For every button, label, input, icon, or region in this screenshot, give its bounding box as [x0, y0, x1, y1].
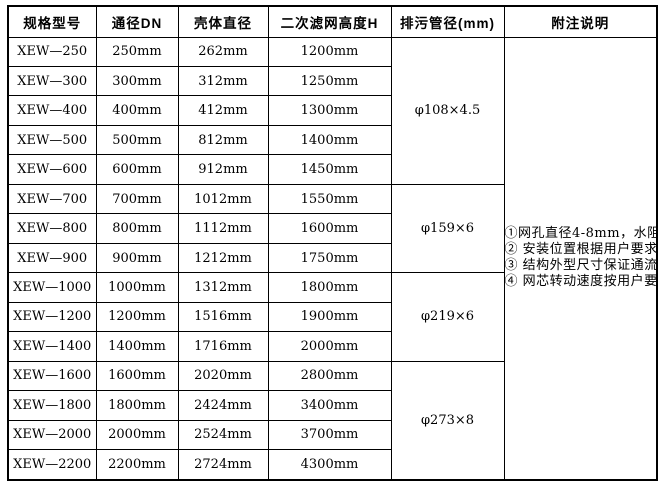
- shell-cell: 262mm: [177, 36, 269, 67]
- model-cell: XEW—900: [7, 242, 97, 274]
- dn-cell: 2200mm: [95, 449, 179, 481]
- dn-cell: 300mm: [95, 65, 179, 97]
- shell-cell: 312mm: [177, 65, 269, 97]
- dn-cell: 1800mm: [95, 390, 179, 421]
- model-cell: XEW—800: [7, 213, 97, 244]
- table-row: XEW—1800 1800mm 2424mm 3400mm: [7, 390, 657, 421]
- shell-cell: 2424mm: [177, 390, 269, 421]
- shell-cell: 912mm: [177, 154, 269, 185]
- dn-cell: 900mm: [95, 242, 179, 274]
- note-item: ② 安装位置根据用户要求。: [504, 242, 657, 258]
- header-height: 二次滤网高度H: [267, 5, 392, 38]
- shell-cell: 1312mm: [177, 272, 269, 303]
- shell-cell: 1012mm: [177, 183, 269, 215]
- model-cell: XEW—600: [7, 154, 97, 185]
- table-row: XEW—300 300mm 312mm 1250mm: [7, 65, 657, 97]
- drain-cell: φ273×8: [390, 360, 505, 481]
- dn-cell: 700mm: [95, 183, 179, 215]
- table-row: XEW—800 800mm 1112mm 1600mm: [7, 213, 657, 244]
- height-cell: 3700mm: [267, 419, 392, 451]
- drain-cell: φ159×6: [390, 183, 505, 274]
- header-shell: 壳体直径: [177, 5, 269, 38]
- dn-cell: 250mm: [95, 36, 179, 67]
- shell-cell: 2724mm: [177, 449, 269, 481]
- table-row: XEW—1600 1600mm 2020mm 2800mm φ273×8: [7, 360, 657, 481]
- height-cell: 2000mm: [267, 331, 392, 362]
- header-model: 规格型号: [7, 5, 97, 38]
- height-cell: 1400mm: [267, 124, 392, 156]
- table-row: XEW—700 700mm 1012mm 1550mm φ159×6: [7, 183, 657, 274]
- model-cell: XEW—2200: [7, 449, 97, 481]
- shell-cell: 1516mm: [177, 301, 269, 333]
- model-cell: XEW—1000: [7, 272, 97, 303]
- table-row: XEW—600 600mm 912mm 1450mm: [7, 154, 657, 185]
- height-cell: 1900mm: [267, 301, 392, 333]
- shell-cell: 1112mm: [177, 213, 269, 244]
- dn-cell: 400mm: [95, 95, 179, 126]
- drain-cell: φ108×4.5: [390, 36, 505, 185]
- table-row: XEW—900 900mm 1212mm 1750mm: [7, 242, 657, 274]
- dn-cell: 1200mm: [95, 301, 179, 333]
- model-cell: XEW—500: [7, 124, 97, 156]
- spec-table: 规格型号 通径DN 壳体直径 二次滤网高度H 排污管径(mm) 附注说明 XEW…: [7, 5, 658, 481]
- shell-cell: 1716mm: [177, 331, 269, 362]
- height-cell: 1550mm: [267, 183, 392, 215]
- shell-cell: 2020mm: [177, 360, 269, 392]
- notes-cell: ①网孔直径4-8mm，水阻≤400mmH20柱。 ② 安装位置根据用户要求。 ③…: [503, 36, 658, 481]
- model-cell: XEW—250: [7, 36, 97, 67]
- height-cell: 1750mm: [267, 242, 392, 274]
- height-cell: 1450mm: [267, 154, 392, 185]
- height-cell: 1300mm: [267, 95, 392, 126]
- height-cell: 1250mm: [267, 65, 392, 97]
- dn-cell: 800mm: [95, 213, 179, 244]
- dn-cell: 1400mm: [95, 331, 179, 362]
- table-row: XEW—500 500mm 812mm 1400mm: [7, 124, 657, 156]
- height-cell: 1800mm: [267, 272, 392, 303]
- model-cell: XEW—400: [7, 95, 97, 126]
- shell-cell: 412mm: [177, 95, 269, 126]
- header-row: 规格型号 通径DN 壳体直径 二次滤网高度H 排污管径(mm) 附注说明: [7, 5, 658, 38]
- height-cell: 1200mm: [267, 36, 392, 67]
- shell-cell: 812mm: [177, 124, 269, 156]
- shell-cell: 2524mm: [177, 419, 269, 451]
- header-dn: 通径DN: [95, 5, 179, 38]
- dn-cell: 1600mm: [95, 360, 179, 392]
- shell-cell: 1212mm: [177, 242, 269, 274]
- table-row: XEW—250 250mm 262mm 1200mm φ108×4.5 ①网孔直…: [7, 36, 658, 481]
- height-cell: 2800mm: [267, 360, 392, 392]
- model-cell: XEW—1600: [7, 360, 97, 392]
- height-cell: 4300mm: [267, 449, 392, 481]
- model-cell: XEW—1200: [7, 301, 97, 333]
- header-notes: 附注说明: [503, 5, 658, 38]
- drain-cell: φ219×6: [390, 272, 505, 362]
- model-cell: XEW—1400: [7, 331, 97, 362]
- model-cell: XEW—300: [7, 65, 97, 97]
- model-cell: XEW—700: [7, 183, 97, 215]
- table-row: XEW—1000 1000mm 1312mm 1800mm φ219×6: [7, 272, 657, 362]
- height-cell: 3400mm: [267, 390, 392, 421]
- note-item: ③ 结构外型尺寸保证通流量前提下，按用户要求设计。: [504, 258, 657, 274]
- table-row: XEW—2000 2000mm 2524mm 3700mm: [7, 419, 657, 451]
- dn-cell: 600mm: [95, 154, 179, 185]
- note-item: ④ 网芯转动速度按用户要求设计。一般控制在8转/分钟以下。: [504, 274, 657, 290]
- dn-cell: 2000mm: [95, 419, 179, 451]
- dn-cell: 1000mm: [95, 272, 179, 303]
- header-drain: 排污管径(mm): [390, 5, 505, 38]
- model-cell: XEW—2000: [7, 419, 97, 451]
- table-row: XEW—2200 2200mm 2724mm 4300mm: [7, 449, 657, 481]
- note-item: ①网孔直径4-8mm，水阻≤400mmH20柱。: [504, 226, 656, 242]
- table-row: XEW—400 400mm 412mm 1300mm: [7, 95, 657, 126]
- height-cell: 1600mm: [267, 213, 392, 244]
- dn-cell: 500mm: [95, 124, 179, 156]
- model-cell: XEW—1800: [7, 390, 97, 421]
